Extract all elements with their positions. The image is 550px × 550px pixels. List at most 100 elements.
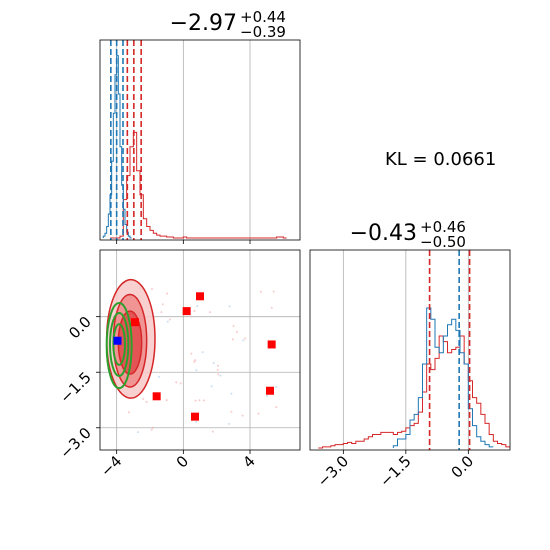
- corner-2d-scatter-point: [228, 305, 231, 308]
- corner-2d-scatter-point: [161, 303, 164, 306]
- top-histogram-title: −2.97: [170, 11, 237, 36]
- corner-2d-y-tick-label: −1.5: [56, 368, 94, 406]
- corner-2d-scatter-point: [232, 324, 235, 327]
- corner-2d-scatter-point: [190, 352, 193, 355]
- corner-2d-x-tick-label: −4: [97, 452, 125, 480]
- corner-2d-scatter-point: [195, 369, 198, 372]
- corner-2d-scatter-point: [210, 385, 213, 388]
- corner-2d-ticks: −4 0 4 0.0 −1.5 −3.0: [56, 313, 258, 481]
- top-histogram-panel: −2.97 +0.44 −0.39: [99, 8, 301, 244]
- corner-2d-scatter-point: [196, 304, 199, 307]
- corner-2d-scatter-point: [217, 364, 220, 367]
- red-square-marker: [191, 412, 199, 421]
- corner-2d-scatter-point: [193, 309, 196, 312]
- blue-square-marker: [113, 336, 122, 345]
- right-blue-histogram: [392, 307, 494, 448]
- corner-2d-scatter-point: [194, 399, 197, 402]
- right-red-histogram: [318, 335, 510, 449]
- corner-2d-scatter-point: [230, 410, 233, 413]
- corner-2d-scatter-point: [193, 360, 196, 363]
- corner-2d-scatter-point: [160, 311, 163, 314]
- right-title-value: −0.43: [350, 221, 417, 246]
- corner-2d-scatter-point: [198, 399, 201, 402]
- corner-2d-scatter-point: [212, 361, 215, 364]
- top-histogram-series: [102, 55, 287, 239]
- right-title-plus: +0.46: [420, 218, 466, 236]
- corner-2d-scatter-point: [231, 338, 234, 341]
- corner-2d-scatter-point: [235, 330, 238, 333]
- corner-2d-scatter-point: [217, 373, 220, 376]
- corner-2d-scatter-point: [136, 431, 139, 434]
- corner-2d-scatter-point: [175, 381, 178, 384]
- corner-2d-scatter-points: [125, 287, 278, 434]
- right-histogram-panel: −3.0 −1.5 0.0 −0.43 +0.46 −0.50: [309, 218, 511, 491]
- corner-2d-scatter-point: [166, 292, 169, 295]
- corner-2d-scatter-point: [275, 406, 278, 409]
- corner-2d-scatter-point: [166, 320, 169, 323]
- corner-2d-scatter-point: [195, 420, 198, 423]
- corner-2d-green-contours: [105, 301, 133, 390]
- red-square-marker: [182, 307, 191, 316]
- green-contour-level: [109, 311, 130, 377]
- corner-2d-scatter-point: [230, 392, 233, 395]
- corner-2d-scatter-point: [158, 375, 161, 378]
- corner-2d-scatter-point: [151, 426, 154, 429]
- corner-2d-scatter-point: [142, 398, 145, 401]
- corner-2d-scatter-point: [169, 318, 172, 321]
- right-histogram-frame: [309, 249, 511, 451]
- right-histogram-ticks: −3.0 −1.5 0.0: [314, 450, 477, 491]
- corner-2d-frame: [99, 249, 301, 451]
- corner-2d-scatter-point: [209, 311, 212, 314]
- corner-2d-scatter-point: [165, 399, 168, 402]
- right-tick-label: −1.5: [376, 452, 414, 490]
- top-title-minus: −0.39: [240, 23, 286, 41]
- corner-2d-scatter-point: [265, 395, 268, 398]
- corner-2d-scatter-point: [201, 351, 204, 354]
- top-title-plus: +0.44: [240, 8, 286, 26]
- corner-2d-scatter-point: [219, 374, 222, 377]
- corner-2d-x-tick-label: 0: [173, 452, 192, 471]
- red-square-marker: [266, 386, 274, 395]
- top-title-value: −2.97: [170, 11, 237, 36]
- top-histogram-frame: [99, 39, 301, 241]
- red-square-marker: [267, 340, 276, 349]
- corner-2d-scatter-point: [145, 401, 148, 404]
- corner-2d-scatter-point: [150, 288, 153, 291]
- corner-2d-scatter-point: [275, 386, 278, 389]
- red-square-marker: [196, 292, 204, 301]
- corner-2d-scatter-point: [242, 339, 245, 342]
- corner-2d-scatter-point: [257, 412, 260, 415]
- top-histogram-quantile-lines: [110, 40, 142, 240]
- corner-2d-scatter-point: [211, 430, 214, 433]
- corner-2d-y-tick-label: −3.0: [56, 424, 94, 462]
- corner-2d-scatter-point: [272, 290, 275, 293]
- red-square-marker: [152, 392, 161, 401]
- corner-2d-markers: [113, 292, 276, 421]
- corner-2d-scatter-point: [202, 399, 205, 402]
- green-contour-level: [112, 323, 126, 366]
- top-red-histogram: [110, 131, 287, 239]
- corner-2d-scatter-point: [127, 411, 130, 414]
- red-square-marker: [131, 318, 139, 327]
- corner-2d-scatter-point: [270, 306, 273, 309]
- right-title-minus: −0.50: [420, 233, 466, 251]
- top-histogram-ticks: [116, 240, 251, 244]
- kl-label: KL = 0.0661: [385, 149, 496, 170]
- corner-2d-scatter-point: [244, 337, 247, 340]
- right-histogram-quantile-lines: [428, 250, 471, 450]
- corner-2d-panel: −4 0 4 0.0 −1.5 −3.0: [56, 249, 301, 481]
- corner-2d-scatter-point: [194, 359, 197, 362]
- right-tick-label: −3.0: [314, 452, 352, 490]
- corner-2d-scatter-point: [228, 422, 231, 425]
- corner-2d-scatter-point: [241, 414, 244, 417]
- corner-2d-scatter-point: [179, 382, 182, 385]
- corner-2d-x-tick-label: 4: [239, 452, 258, 471]
- right-histogram-series: [318, 307, 510, 449]
- corner-2d-scatter-point: [150, 428, 153, 431]
- right-tick-label: 0.0: [448, 452, 478, 482]
- corner-2d-scatter-point: [259, 290, 262, 293]
- corner-2d-scatter-point: [216, 368, 219, 371]
- right-histogram-grid: [342, 250, 469, 450]
- top-blue-histogram: [102, 55, 132, 239]
